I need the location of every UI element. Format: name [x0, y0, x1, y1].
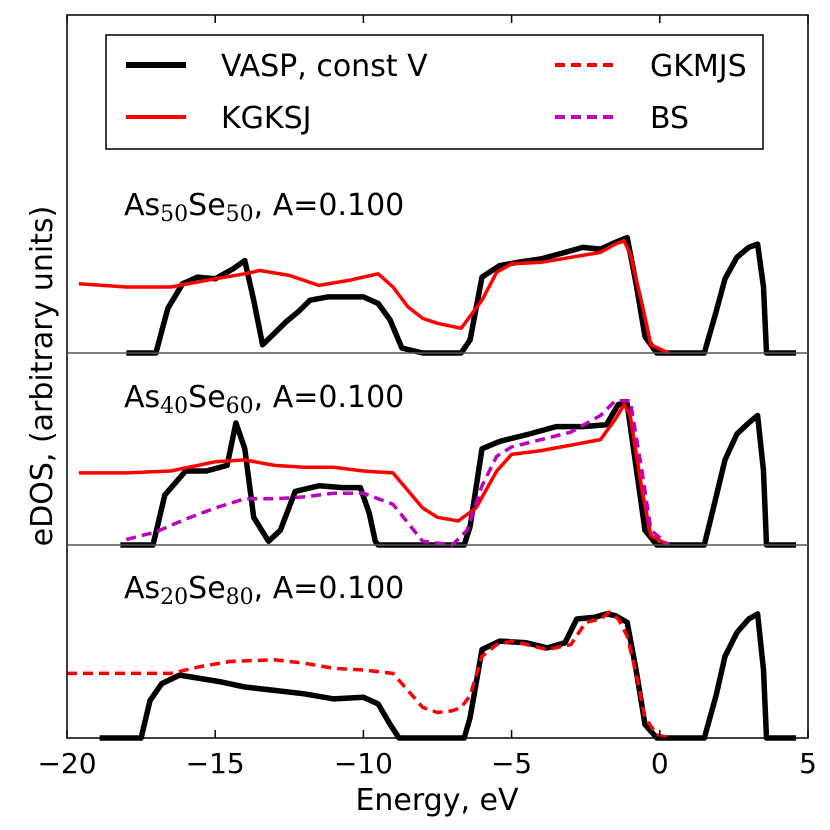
legend-box: [105, 34, 764, 150]
x-tick-label-1: −15: [186, 747, 245, 780]
series-kgksj-panel-2: [78, 402, 670, 547]
legend-label-vasp: VASP, const V: [221, 49, 428, 84]
panel-label-2: As40Se60, A=0.100: [124, 380, 404, 419]
panel-3: [67, 610, 797, 741]
x-tick-label-3: −5: [491, 747, 532, 780]
x-axis-title: Energy, eV: [355, 783, 519, 818]
series-kgksj-panel-1: [78, 239, 670, 355]
legend-label-gkmjs: GKMJS: [650, 49, 747, 84]
panel-label-1: As50Se50, A=0.100: [124, 188, 404, 227]
panel-2: [78, 398, 797, 548]
y-axis-title: eDOS, (arbitrary units): [25, 206, 60, 547]
x-axis: −20 −15 −10 −5 0 5: [37, 15, 817, 780]
series-vasp-const-v-panel-2: [120, 401, 797, 548]
x-tick-label-5: 5: [799, 747, 817, 780]
x-tick-label-0: −20: [37, 747, 96, 780]
panel-1: [78, 234, 797, 356]
legend-label-bs: BS: [650, 101, 689, 136]
series-bs-panel-2: [125, 398, 670, 547]
series-gkmjs-panel-3: [67, 610, 670, 740]
plot-frame: [66, 14, 809, 739]
x-tick-label-2: −10: [334, 747, 393, 780]
panels: [67, 234, 797, 741]
legend: VASP, const V KGKSJ GKMJS BS: [105, 34, 764, 150]
panel-label-3: As20Se80, A=0.100: [124, 571, 404, 610]
x-tick-label-4: 0: [651, 747, 669, 780]
legend-label-kgksj: KGKSJ: [221, 101, 311, 136]
